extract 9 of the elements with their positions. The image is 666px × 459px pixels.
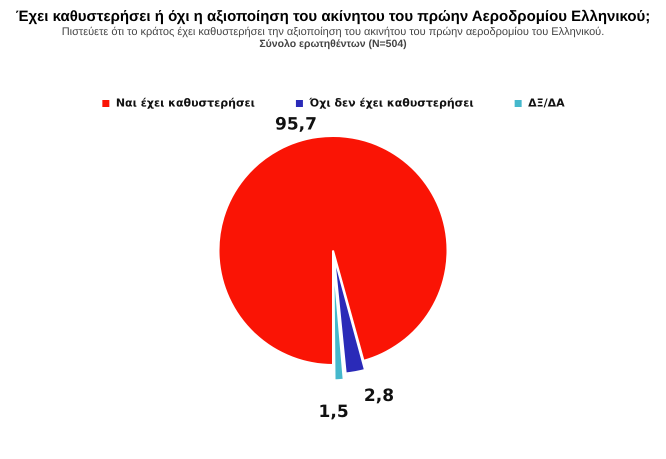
legend-label: ΔΞ/ΔΑ: [528, 96, 566, 110]
text: Σύνολο ερωτηθέντων (N=504): [258, 38, 408, 50]
data-label: 95,7: [274, 114, 317, 135]
data-label: 1,5: [318, 402, 349, 422]
chart-subtitle: Πιστεύετε ότι το κράτος έχει καθυστερήσει την αξιοποίηση του ακινήτου του πρώην αεροδρομίου του Ελληνικού.: [60, 26, 606, 38]
legend-label: Όχι δεν έχει καθυστερήσει: [308, 96, 474, 110]
legend-label: Ναι έχει καθυστερήσει: [116, 96, 255, 110]
data-label: 2,8: [364, 386, 394, 406]
chart-title: Έχει καθυστερήσει ή όχι η αξιοποίηση του ακίνητου του πρώην Αεροδρομίου Ελληνικού;: [14, 8, 652, 25]
